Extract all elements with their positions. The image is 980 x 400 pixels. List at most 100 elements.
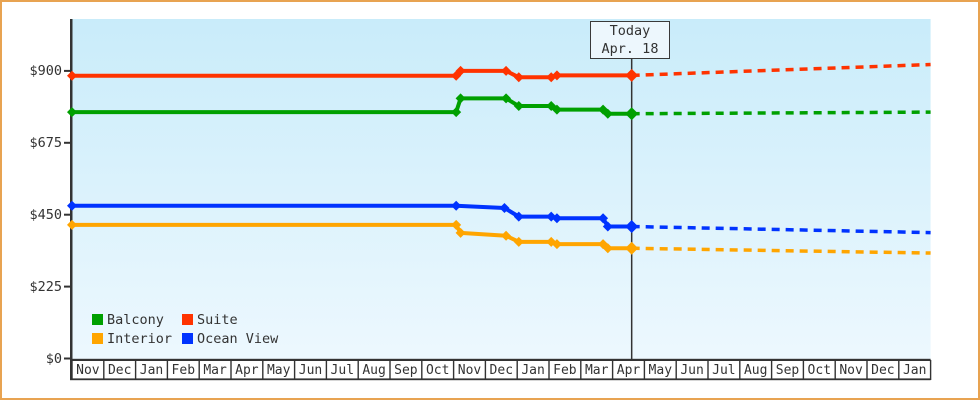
- data-point-marker: [513, 211, 524, 222]
- data-point-marker: [513, 236, 524, 247]
- month-label: Jul: [330, 363, 355, 378]
- month-separator: [230, 360, 232, 380]
- month-label: Mar: [203, 363, 227, 378]
- data-point-marker: [625, 68, 639, 82]
- y-axis-label: $900: [29, 62, 62, 79]
- data-point-marker: [455, 65, 466, 76]
- month-separator: [484, 360, 487, 380]
- month-separator: [198, 360, 200, 380]
- data-point-marker: [455, 227, 466, 238]
- month-label: Oct: [425, 363, 450, 378]
- month-label: Dec: [107, 363, 132, 378]
- data-point-marker: [625, 241, 639, 255]
- month-label: May: [266, 363, 291, 378]
- data-point-marker: [625, 107, 639, 121]
- legend: Balcony Suite Interior Ocean View: [92, 310, 278, 348]
- month-label: Jul: [712, 363, 736, 378]
- data-point-marker: [451, 219, 462, 230]
- month-separator: [389, 360, 391, 380]
- month-separator: [293, 360, 296, 380]
- y-axis-line: [70, 19, 73, 380]
- month-separator: [71, 360, 73, 380]
- month-separator: [898, 360, 900, 380]
- month-separator: [580, 360, 582, 380]
- y-tick-mark: [64, 213, 71, 216]
- month-row-bottom-line: [70, 378, 931, 381]
- forecast-line-balcony: [631, 110, 931, 116]
- month-separator: [707, 360, 709, 380]
- forecast-line-suite: [631, 62, 931, 78]
- data-point-marker: [455, 93, 466, 104]
- y-tick-mark: [64, 69, 71, 72]
- month-separator: [611, 360, 614, 380]
- month-separator: [166, 360, 169, 380]
- month-label: Dec: [489, 363, 514, 378]
- today-box: Today Apr. 18: [590, 21, 670, 59]
- month-label: Jan: [139, 363, 164, 378]
- month-separator: [103, 360, 105, 380]
- month-label: Sep: [394, 363, 418, 378]
- month-label: Feb: [553, 363, 577, 378]
- data-point-marker: [451, 200, 462, 211]
- month-label: Jan: [521, 363, 545, 378]
- month-separator: [643, 360, 646, 380]
- month-separator: [675, 360, 677, 380]
- month-label: Feb: [171, 363, 196, 378]
- legend-swatch: [92, 314, 103, 325]
- data-point-marker: [551, 70, 562, 81]
- data-point-marker: [499, 202, 510, 213]
- data-point-marker: [602, 243, 613, 254]
- month-label: May: [648, 363, 673, 378]
- legend-swatch: [182, 333, 193, 344]
- month-separator: [929, 360, 932, 380]
- month-label: Dec: [871, 363, 895, 378]
- month-separator: [262, 360, 264, 380]
- month-label: Nov: [839, 363, 863, 378]
- y-tick-mark: [64, 285, 71, 288]
- month-label: Mar: [584, 363, 609, 378]
- data-point-marker: [602, 221, 613, 232]
- month-label: Apr: [235, 363, 259, 378]
- data-point-marker: [501, 230, 512, 241]
- month-separator: [548, 360, 550, 380]
- month-label: Oct: [807, 363, 832, 378]
- data-point-marker: [602, 108, 613, 119]
- month-separator: [325, 360, 328, 380]
- month-label: Nov: [457, 363, 482, 378]
- y-tick-mark: [64, 141, 71, 144]
- month-label: Apr: [616, 363, 641, 378]
- data-point-marker: [551, 104, 562, 115]
- month-separator: [834, 360, 836, 380]
- data-point-marker: [67, 200, 77, 211]
- data-point-marker: [513, 72, 524, 83]
- x-axis-line: [70, 358, 931, 361]
- month-label: Jun: [680, 363, 704, 378]
- legend-item-balcony: Balcony: [92, 310, 182, 329]
- month-separator: [802, 360, 805, 380]
- month-separator: [866, 360, 868, 380]
- today-box-title: Today: [609, 23, 651, 39]
- legend-item-interior: Interior: [92, 329, 182, 348]
- legend-label: Balcony: [107, 311, 164, 328]
- month-label: Jun: [298, 363, 323, 378]
- today-box-date: Apr. 18: [601, 41, 659, 57]
- month-separator: [421, 360, 423, 380]
- y-axis-label: $675: [29, 134, 62, 151]
- month-label: Jan: [902, 363, 927, 378]
- month-separator: [452, 360, 455, 380]
- data-point-marker: [551, 213, 562, 224]
- data-point-marker: [67, 70, 77, 81]
- data-point-marker: [598, 213, 609, 224]
- data-point-marker: [513, 101, 524, 112]
- data-point-marker: [67, 107, 77, 118]
- month-separator: [739, 360, 741, 380]
- legend-swatch: [182, 314, 193, 325]
- month-label: Nov: [76, 363, 100, 378]
- y-axis-label: $450: [29, 206, 62, 223]
- legend-label: Ocean View: [197, 330, 279, 347]
- month-separator: [516, 360, 518, 380]
- data-point-marker: [501, 93, 512, 104]
- today-line: [630, 59, 633, 360]
